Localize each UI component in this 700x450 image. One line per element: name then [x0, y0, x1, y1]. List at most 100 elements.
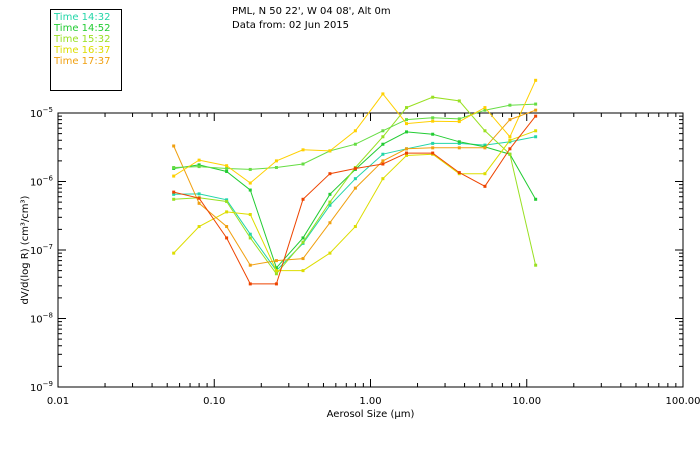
data-point: [457, 171, 461, 175]
data-point: [274, 166, 278, 170]
data-point: [483, 106, 487, 110]
data-point: [431, 119, 435, 123]
data-point: [172, 144, 176, 148]
data-point: [225, 166, 229, 170]
data-point: [328, 172, 332, 176]
y-tick-label: 10−9: [30, 380, 53, 394]
data-point: [405, 130, 409, 134]
y-tick-label: 10−5: [30, 106, 53, 120]
data-point: [172, 197, 176, 201]
series-line-6: [173, 103, 536, 170]
data-point: [431, 151, 435, 155]
data-point: [328, 251, 332, 255]
data-point: [353, 177, 357, 181]
data-point: [405, 153, 409, 157]
data-point: [381, 162, 385, 166]
x-tick-label: 1.00: [359, 396, 381, 407]
data-point: [534, 135, 538, 139]
data-point: [197, 192, 201, 196]
x-tick-label: 10.00: [512, 396, 541, 407]
data-point: [225, 200, 229, 204]
plot-frame: [57, 112, 684, 388]
location-header: PML, N 50 22', W 04 08', Alt 0m: [232, 6, 391, 17]
data-point: [483, 146, 487, 150]
x-tick-label: 100.00: [666, 396, 700, 407]
y-axis-label: dV/d(log R) (cm³/cm³): [20, 195, 31, 304]
data-point: [405, 147, 409, 151]
data-point: [381, 159, 385, 163]
data-point: [197, 201, 201, 205]
data-point: [405, 118, 409, 122]
data-point: [248, 263, 252, 267]
data-point: [508, 118, 512, 122]
data-point: [328, 221, 332, 225]
legend: Time 14:32 Time 14:52 Time 15:32 Time 16…: [50, 9, 122, 91]
data-point: [197, 196, 201, 200]
data-point: [353, 129, 357, 133]
x-axis-label: Aerosol Size (μm): [327, 409, 415, 420]
data-point: [534, 108, 538, 112]
data-point: [353, 142, 357, 146]
y-tick-label: 10−8: [30, 312, 53, 326]
data-point: [328, 149, 332, 153]
data-point: [457, 140, 461, 144]
data-point: [483, 129, 487, 133]
y-tick-label: 10−7: [30, 243, 53, 257]
data-point: [225, 169, 229, 173]
data-point: [328, 192, 332, 196]
data-point: [405, 151, 409, 155]
legend-entry-1432: Time 14:32: [54, 12, 111, 23]
data-point: [431, 141, 435, 145]
x-tick-label: 0.10: [203, 396, 225, 407]
data-point: [534, 129, 538, 133]
data-point: [508, 147, 512, 151]
data-point: [172, 251, 176, 255]
data-point: [301, 197, 305, 201]
data-point: [431, 116, 435, 120]
data-point: [301, 236, 305, 240]
legend-entry-1532: Time 15:32: [54, 34, 111, 45]
data-point: [457, 141, 461, 145]
data-point: [508, 103, 512, 107]
data-point: [353, 166, 357, 170]
data-point: [172, 190, 176, 194]
data-point: [328, 203, 332, 207]
data-point: [248, 282, 252, 286]
data-point: [483, 143, 487, 147]
data-point: [248, 181, 252, 185]
data-point: [508, 140, 512, 144]
data-point: [301, 148, 305, 152]
data-point: [381, 177, 385, 181]
data-point: [508, 135, 512, 139]
legend-entry-1637: Time 16:37: [54, 45, 111, 56]
data-point: [534, 263, 538, 267]
data-point: [301, 240, 305, 244]
data-point: [248, 212, 252, 216]
data-point: [381, 142, 385, 146]
data-point: [225, 225, 229, 229]
data-point: [225, 164, 229, 168]
data-point: [172, 166, 176, 170]
y-tick-label: 10−6: [30, 175, 54, 189]
data-point: [172, 192, 176, 196]
data-point: [301, 162, 305, 166]
data-point: [457, 99, 461, 103]
data-point: [534, 78, 538, 82]
data-point: [483, 108, 487, 112]
data-point: [431, 95, 435, 99]
data-point: [353, 225, 357, 229]
data-point: [301, 257, 305, 261]
data-point: [172, 174, 176, 178]
data-point: [225, 236, 229, 240]
data-point: [197, 165, 201, 169]
data-point: [457, 117, 461, 121]
data-point: [274, 266, 278, 270]
data-point: [405, 122, 409, 126]
data-point: [483, 184, 487, 188]
data-point: [508, 138, 512, 142]
data-point: [274, 259, 278, 263]
data-point: [457, 120, 461, 124]
data-point: [483, 172, 487, 176]
data-point: [274, 272, 278, 276]
data-point: [197, 158, 201, 162]
